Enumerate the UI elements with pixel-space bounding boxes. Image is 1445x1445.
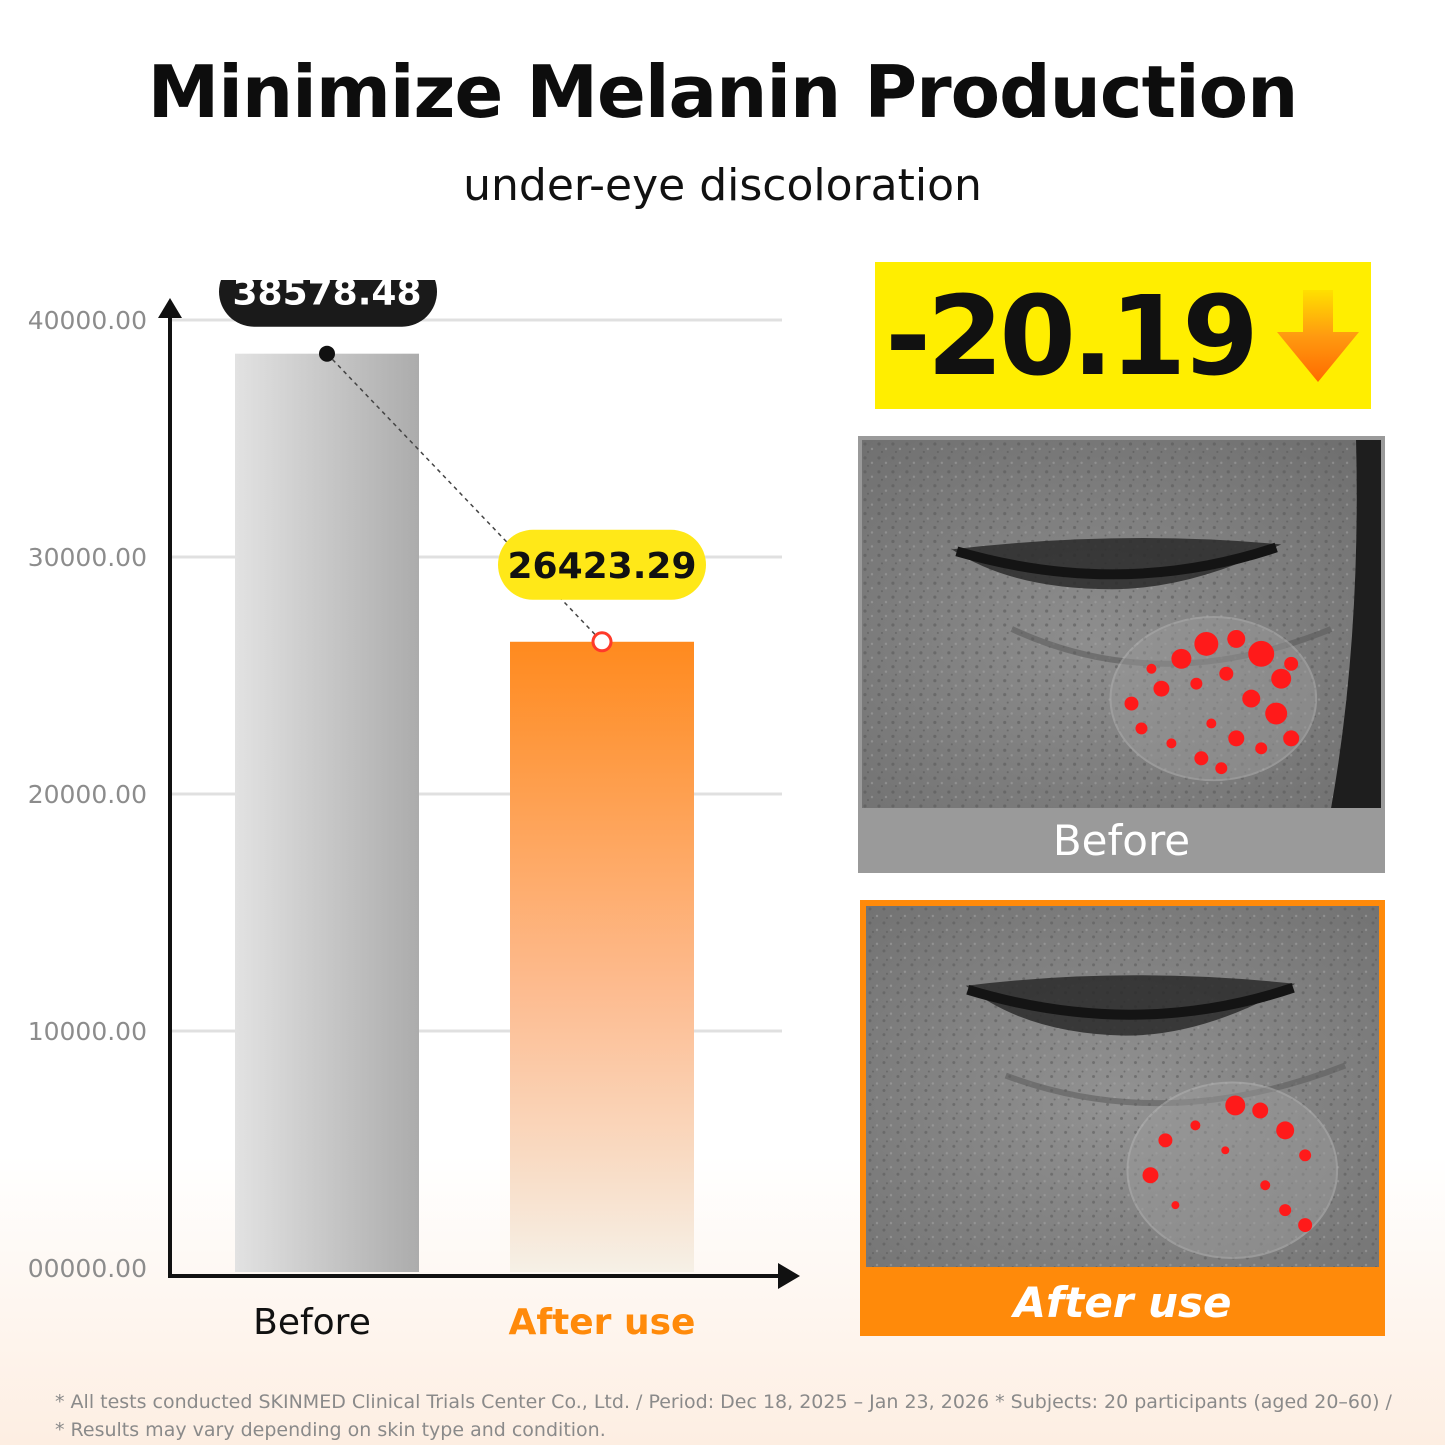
before-skin-photo: [862, 440, 1381, 808]
down-arrow-icon: [1276, 289, 1359, 382]
x-axis-arrow-icon: [778, 1263, 800, 1289]
after-skin-photo: [866, 906, 1379, 1267]
before-point: [319, 345, 335, 362]
before-value-badge: [219, 280, 437, 327]
before-value-label: 38578.48: [232, 280, 421, 314]
reduction-stat-box: -20.19: [875, 262, 1371, 409]
y-axis-arrow-icon: [158, 298, 182, 318]
bar-after: [510, 641, 694, 1272]
melanin-bar-chart: 00000.00 10000.00 20000.00 30000.00 40000.00…: [28, 280, 800, 1343]
y-tick-label: 40000.00: [28, 306, 147, 335]
x-label-after: After use: [509, 1302, 696, 1343]
page-title: Minimize Melanin Production: [147, 50, 1299, 134]
y-tick-label: 00000.00: [28, 1254, 147, 1283]
after-point: [591, 631, 613, 653]
y-tick-label: 20000.00: [28, 780, 147, 809]
after-value-label: 26423.29: [507, 546, 696, 587]
before-photo-card: Before: [858, 436, 1385, 873]
footnote-line-1: * All tests conducted SKINMED Clinical T…: [55, 1391, 1392, 1413]
x-label-before: Before: [253, 1302, 371, 1343]
page-subtitle: under-eye discoloration: [463, 160, 982, 211]
after-photo-card: After use: [860, 900, 1385, 1336]
footnote-line-2: * Results may vary depending on skin typ…: [55, 1419, 606, 1441]
before-photo-label: Before: [1052, 816, 1191, 865]
y-tick-label: 30000.00: [28, 543, 147, 572]
after-value-badge: [498, 529, 706, 600]
y-tick-label: 10000.00: [28, 1017, 147, 1046]
bar-before: [235, 353, 419, 1272]
after-photo-label: After use: [1013, 1278, 1232, 1327]
reduction-value: -20.19: [885, 271, 1259, 400]
